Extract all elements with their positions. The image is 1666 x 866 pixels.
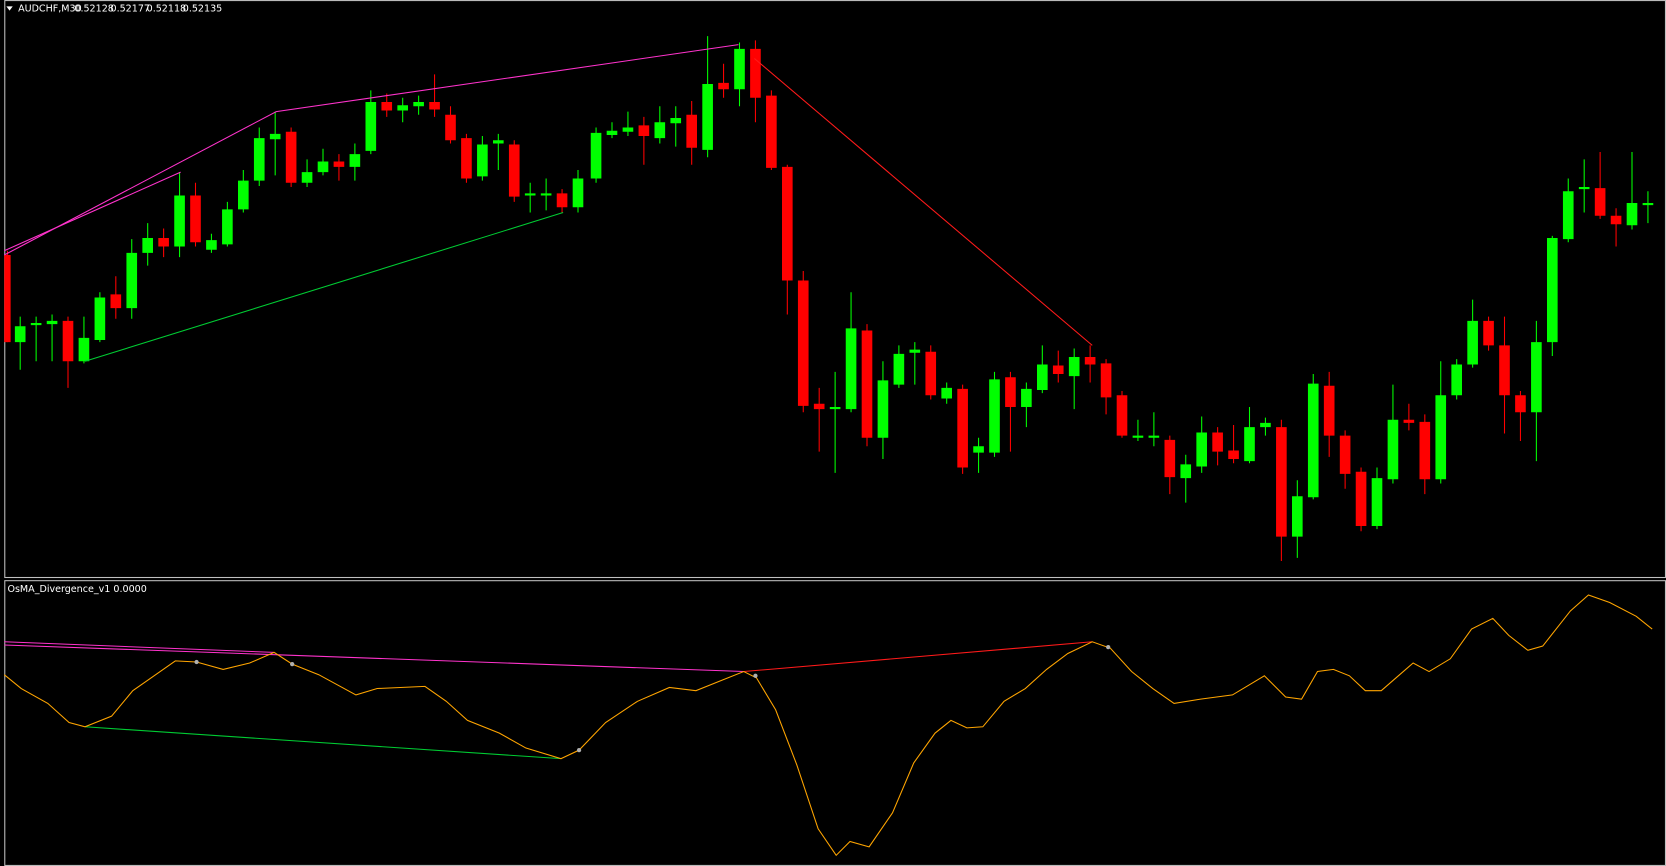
bearish-divergence-line [4, 171, 181, 252]
high-price: 0.52177 [111, 4, 150, 15]
open-price: 0.52128 [74, 4, 113, 15]
indicator-label: OsMA_Divergence_v1 0.0000 [7, 584, 146, 595]
signal-dot [1106, 644, 1111, 650]
signal-dot [290, 661, 295, 667]
bullish-divergence-line [84, 726, 562, 760]
signal-dot [753, 673, 758, 678]
bearish-divergence-line [4, 644, 744, 673]
close-price: 0.52135 [183, 4, 222, 15]
bearish-divergence-line [754, 58, 1093, 346]
price-labels: 0.52128 0.52177 0.52118 0.52135 [74, 4, 222, 15]
low-price: 0.52118 [147, 4, 186, 15]
signal-dot [576, 748, 582, 753]
bearish-divergence-line [4, 641, 275, 653]
indicator-panel-frame [4, 580, 1666, 866]
price-divergence-lines [4, 44, 1093, 362]
symbol-label: AUDCHF,M30 [18, 4, 82, 15]
menu-arrow[interactable] [6, 6, 13, 11]
osma-line [3, 594, 1653, 857]
signal-dots [194, 644, 1111, 753]
bearish-divergence-line [743, 641, 1093, 673]
bearish-divergence-line [4, 44, 739, 256]
bullish-divergence-line [84, 212, 564, 362]
signal-dot [194, 659, 199, 665]
indicator-divergence-lines [4, 641, 1093, 760]
